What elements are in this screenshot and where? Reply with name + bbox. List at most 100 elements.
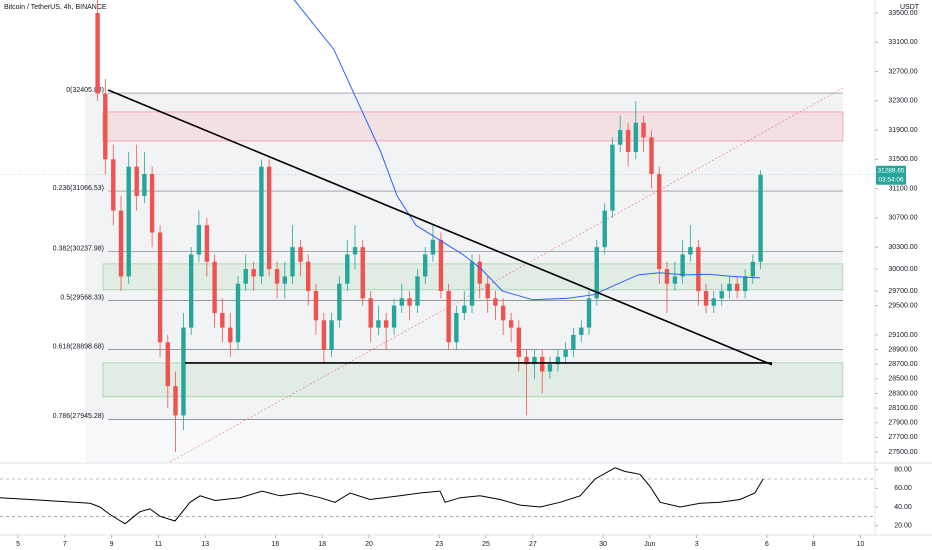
candle-body — [204, 225, 210, 262]
candle-body — [337, 283, 342, 321]
candle-body — [103, 93, 108, 160]
x-tick-label: 16 — [272, 541, 280, 548]
y-tick-label: 31900.00 — [888, 127, 917, 134]
countdown-label: 03:54:06 — [878, 176, 904, 183]
candle-body — [196, 225, 202, 255]
candle-body — [649, 137, 654, 174]
candle-body — [516, 327, 522, 357]
fib-label: 0.5(29568.33) — [60, 295, 104, 302]
candle-body — [438, 239, 444, 292]
candle-body — [657, 173, 662, 270]
candle-body — [579, 327, 584, 335]
candle-body — [594, 247, 599, 299]
chart-title: Bitcoin / TetherUS, 4h, BINANCE — [4, 4, 107, 11]
x-tick-label: 8 — [812, 541, 816, 548]
candle-body — [742, 276, 748, 292]
candle-body — [625, 130, 631, 153]
candle-body — [423, 254, 428, 277]
fib-area-light — [85, 419, 843, 462]
y-tick-label: 32300.00 — [888, 98, 917, 105]
candle-body — [586, 298, 592, 328]
rsi-tick-label: 20.00 — [894, 523, 912, 530]
candle-body — [602, 210, 607, 248]
candle-body — [532, 356, 537, 365]
zone — [102, 111, 844, 142]
x-tick-label: Jun — [644, 541, 655, 548]
candle-body — [719, 291, 724, 299]
fib-label: 0.236(31066.53) — [53, 185, 104, 192]
candle-body — [446, 291, 451, 343]
y-tick-label: 33500.00 — [888, 10, 917, 17]
y-tick-label: 27500.00 — [888, 449, 917, 456]
candle-body — [220, 312, 225, 328]
y-tick-label: 28700.00 — [888, 361, 917, 368]
candle-body — [251, 269, 256, 277]
candle-body — [571, 334, 576, 350]
candle-body — [493, 298, 498, 306]
candle-body — [228, 327, 233, 343]
candle-body — [360, 247, 365, 299]
candle-body — [134, 166, 139, 196]
candle-body — [727, 283, 732, 292]
y-tick-label: 31100.00 — [889, 185, 918, 192]
y-tick-label: 28300.00 — [888, 390, 917, 397]
rsi-line — [0, 467, 764, 525]
candle-body — [157, 232, 163, 343]
candle-body — [321, 320, 327, 350]
y-tick-label: 27700.00 — [888, 434, 917, 441]
y-tick-label: 29500.00 — [888, 303, 917, 310]
y-tick-label: 29100.00 — [888, 332, 917, 339]
candle-body — [477, 261, 482, 284]
y-tick-label: 29700.00 — [888, 288, 917, 295]
candle-body — [329, 320, 334, 350]
fib-label: 0.382(30237.98) — [53, 246, 104, 253]
rsi-tick-label: 40.00 — [894, 504, 912, 511]
last-price-box — [876, 165, 906, 185]
x-tick-label: 3 — [695, 541, 699, 548]
candle-body — [313, 291, 319, 321]
candle-body — [633, 122, 639, 153]
candle-body — [259, 166, 264, 277]
y-tick-label: 30700.00 — [888, 215, 917, 222]
candle-body — [680, 254, 685, 277]
candle-body — [181, 327, 186, 416]
candle-body — [368, 298, 373, 328]
y-tick-label: 27900.00 — [888, 420, 917, 427]
candle-body — [142, 173, 147, 196]
candle-body — [617, 130, 623, 145]
zone — [102, 362, 844, 398]
candle-body — [306, 261, 311, 292]
candle-body — [173, 386, 178, 416]
y-tick-label: 28100.00 — [888, 405, 917, 412]
x-tick-label: 10 — [857, 541, 865, 548]
candle-body — [376, 320, 381, 328]
candle-body — [524, 356, 529, 365]
candle-body — [188, 254, 194, 328]
candle-body — [118, 210, 124, 277]
candle-body — [540, 356, 545, 372]
y-tick-label: 30000.00 — [888, 266, 917, 273]
x-tick-label: 11 — [155, 541, 162, 548]
candle-body — [454, 312, 459, 343]
candle-body — [462, 305, 467, 313]
x-tick-label: 9 — [110, 541, 114, 548]
currency-label: USDT — [900, 4, 920, 11]
ema-line — [293, 0, 760, 301]
candle-body — [555, 356, 561, 365]
candle-body — [734, 283, 740, 292]
candle-body — [266, 166, 272, 270]
candle-body — [290, 247, 295, 277]
candle-body — [212, 261, 217, 313]
candle-body — [711, 298, 716, 306]
x-tick-label: 13 — [201, 541, 209, 548]
candle-body — [696, 247, 701, 292]
y-tick-label: 28500.00 — [888, 376, 917, 383]
x-tick-label: 25 — [482, 541, 490, 548]
x-tick-label: 7 — [63, 541, 67, 548]
candle-body — [391, 305, 397, 328]
y-tick-label: 30300.00 — [888, 244, 917, 251]
y-tick-label: 28900.00 — [888, 346, 917, 353]
candle-body — [407, 298, 412, 306]
candle-body — [485, 283, 490, 299]
